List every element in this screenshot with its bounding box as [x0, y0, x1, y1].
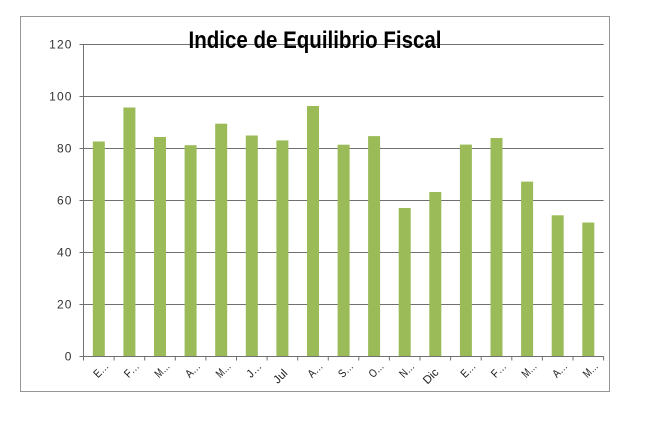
svg-text:Indice de Equilibrio Fiscal: Indice de Equilibrio Fiscal — [189, 27, 442, 54]
svg-text:60: 60 — [57, 194, 73, 208]
svg-text:20: 20 — [57, 298, 73, 312]
svg-text:0: 0 — [65, 350, 73, 364]
svg-text:100: 100 — [49, 90, 72, 104]
svg-text:120: 120 — [49, 38, 72, 52]
svg-text:40: 40 — [57, 246, 73, 260]
svg-text:80: 80 — [57, 142, 73, 156]
